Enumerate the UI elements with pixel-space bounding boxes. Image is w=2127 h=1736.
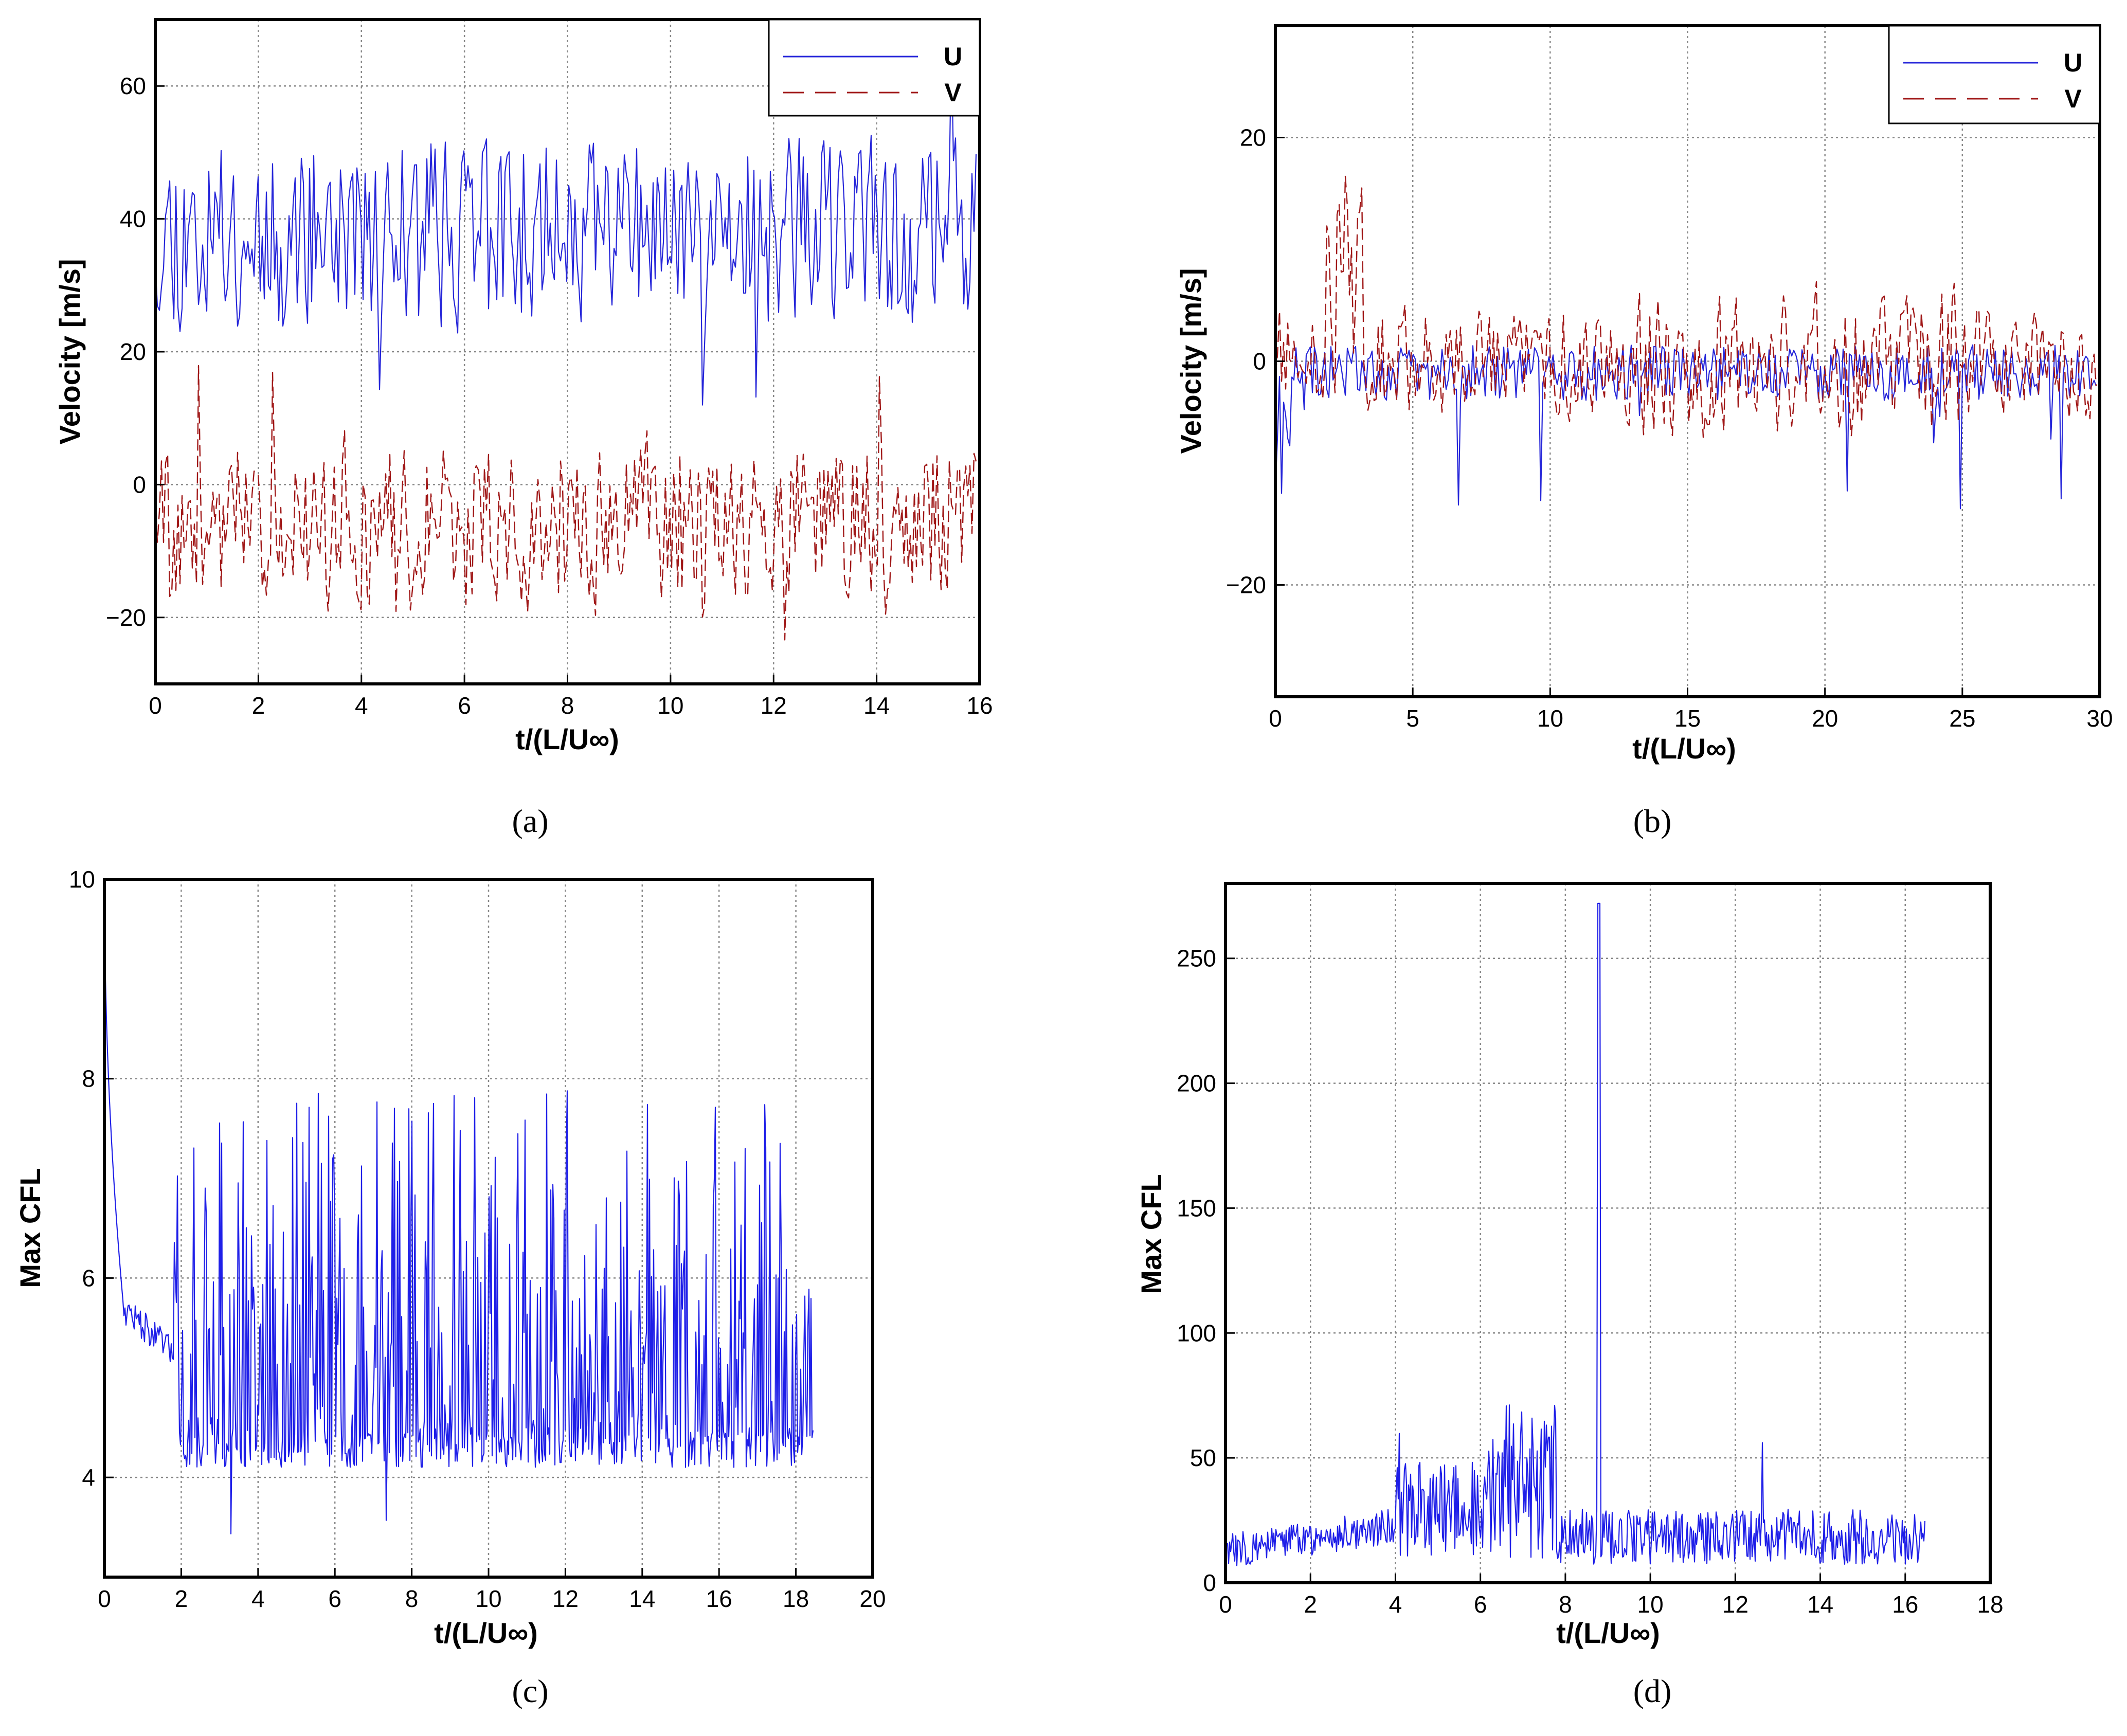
x-tick-label: 16: [706, 1585, 732, 1612]
y-tick-label: 200: [1177, 1070, 1216, 1097]
x-tick-label: 5: [1406, 705, 1419, 732]
series-max-cfl-line: [103, 879, 814, 1534]
legend-label-u: U: [2064, 48, 2082, 77]
y-tick-label: 8: [82, 1065, 95, 1092]
panel-d: 0 2 4 6 8 10 12 14 16 18 0 50 100 150 200 250 t/(L/U∞) Ma…: [1135, 882, 2004, 1709]
panel-b: 0 5 10 15 20 25 30 −20 0 20 t/(L/U∞) Velocity [m/s]…: [1175, 24, 2113, 839]
x-tick-label: 18: [1977, 1591, 2003, 1618]
x-tick-label: 4: [355, 692, 368, 719]
panel-caption: (a): [512, 803, 548, 839]
y-tick-label: 0: [133, 471, 146, 498]
x-tick-label: 10: [1537, 705, 1563, 732]
x-tick-label: 2: [1304, 1591, 1317, 1618]
x-axis-label: t/(L/U∞): [1632, 732, 1736, 765]
x-tick-label: 12: [552, 1585, 579, 1612]
panel-caption: (b): [1633, 803, 1672, 839]
y-tick-label: 0: [1253, 348, 1266, 375]
x-tick-label: 0: [1219, 1591, 1232, 1618]
x-tick-label: 14: [629, 1585, 655, 1612]
y-tick-label: 6: [82, 1264, 95, 1291]
x-tick-label: 10: [475, 1585, 501, 1612]
legend-label-v: V: [944, 78, 962, 107]
legend-box: [768, 19, 981, 117]
x-tick-label: 0: [1269, 705, 1282, 732]
x-tick-label: 20: [859, 1585, 886, 1612]
x-tick-label: 8: [561, 692, 574, 719]
y-tick-label: 40: [120, 206, 146, 232]
series-v-line: [154, 365, 977, 641]
x-tick-label: 10: [1637, 1591, 1664, 1618]
y-tick-label: −20: [106, 604, 146, 631]
legend-label-v: V: [2064, 84, 2082, 113]
x-tick-label: 14: [1807, 1591, 1833, 1618]
x-tick-label: 18: [783, 1585, 809, 1612]
y-tick-label: 60: [120, 73, 146, 99]
x-tick-label: 6: [328, 1585, 341, 1612]
x-tick-label: 4: [251, 1585, 265, 1612]
y-tick-label: 250: [1177, 945, 1216, 972]
plot-frame: [1224, 882, 1992, 1584]
y-tick-label: −20: [1226, 572, 1266, 599]
y-tick-label: 150: [1177, 1195, 1216, 1221]
panel-a: 0 2 4 6 8 10 12 14 16 −20 0 20 40 60 t/(L/U∞) Velocity …: [53, 18, 993, 839]
series-max-cfl-line: [1224, 902, 1926, 1566]
x-tick-label: 20: [1812, 705, 1838, 732]
x-tick-label: 16: [966, 692, 993, 719]
y-axis-label: Max CFL: [14, 1168, 46, 1288]
x-axis-label: t/(L/U∞): [515, 723, 619, 755]
x-axis-label: t/(L/U∞): [434, 1617, 538, 1649]
y-tick-label: 0: [1203, 1569, 1216, 1596]
x-tick-label: 2: [175, 1585, 188, 1612]
x-tick-label: 10: [657, 692, 683, 719]
y-axis-label: Max CFL: [1135, 1174, 1167, 1294]
y-tick-label: 100: [1177, 1319, 1216, 1346]
x-tick-label: 0: [149, 692, 162, 719]
x-tick-label: 30: [2086, 705, 2113, 732]
panel-caption: (c): [512, 1673, 548, 1709]
x-tick-label: 16: [1892, 1591, 1918, 1618]
y-axis-label: Velocity [m/s]: [53, 259, 86, 444]
y-tick-label: 20: [120, 338, 146, 365]
x-axis-label: t/(L/U∞): [1556, 1617, 1660, 1649]
panel-c: 0 2 4 6 8 10 12 14 16 18 20 4 6 8 10 t/(L/U∞) Max CFL (c): [14, 866, 886, 1709]
x-tick-label: 0: [98, 1585, 111, 1612]
series-u-line: [154, 42, 977, 406]
x-tick-label: 6: [1474, 1591, 1487, 1618]
series-v-line: [1274, 175, 2097, 438]
x-tick-label: 2: [252, 692, 265, 719]
x-tick-label: 8: [405, 1585, 419, 1612]
legend-label-u: U: [944, 42, 962, 71]
x-tick-label: 12: [761, 692, 787, 719]
y-tick-label: 4: [82, 1464, 95, 1491]
x-tick-label: 25: [1949, 705, 1975, 732]
y-tick-label: 20: [1240, 124, 1266, 151]
x-tick-label: 4: [1389, 1591, 1402, 1618]
x-tick-label: 8: [1559, 1591, 1572, 1618]
y-axis-label: Velocity [m/s]: [1175, 268, 1207, 454]
y-tick-label: 50: [1190, 1444, 1216, 1471]
x-tick-label: 6: [458, 692, 471, 719]
legend-box: [1888, 25, 2101, 124]
x-tick-label: 15: [1674, 705, 1701, 732]
y-tick-label: 10: [69, 866, 95, 893]
x-tick-label: 12: [1722, 1591, 1749, 1618]
panel-caption: (d): [1633, 1673, 1672, 1709]
x-tick-label: 14: [863, 692, 890, 719]
